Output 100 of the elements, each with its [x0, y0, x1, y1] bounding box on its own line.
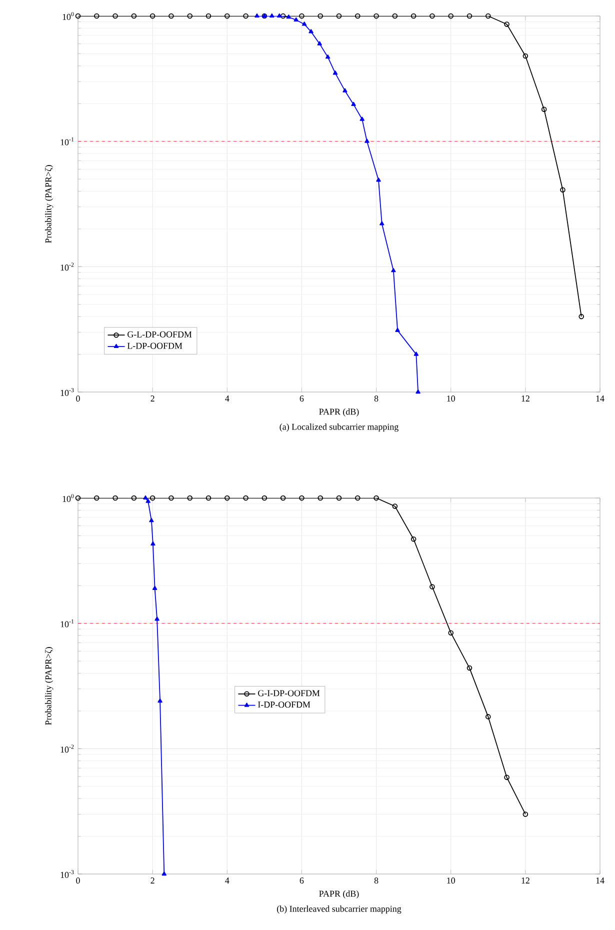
point [254, 13, 260, 18]
y-tick-label: 10$^{-3}$ [60, 870, 74, 878]
y-tick-label: 10$^{0}$ [62, 12, 74, 20]
point [150, 13, 156, 19]
point [162, 871, 166, 876]
point [168, 495, 174, 501]
point [187, 13, 192, 19]
point [280, 13, 286, 19]
point [560, 187, 566, 193]
point [414, 352, 419, 356]
x-tick-label: 14 [596, 878, 604, 884]
point [541, 106, 547, 112]
text: (a) Localized subcarrier mapping [280, 424, 398, 432]
point [430, 584, 435, 590]
point [317, 41, 322, 46]
point [152, 586, 158, 590]
x-tick-label: 2 [150, 396, 154, 402]
point [187, 495, 192, 501]
point [416, 389, 420, 394]
point [262, 495, 268, 501]
point [318, 495, 323, 501]
point [504, 22, 510, 27]
x-tick-label: 14 [596, 396, 604, 402]
point [280, 495, 286, 501]
x-tick-label: 0 [76, 878, 80, 884]
point [143, 495, 148, 500]
x-tick-label: 6 [300, 396, 304, 402]
point [150, 495, 156, 501]
y-axis-title: Probability (PAPR>ζ) [44, 647, 54, 725]
x-tick-label: 6 [300, 878, 304, 884]
point [395, 328, 400, 332]
point [131, 495, 137, 501]
y-tick-label: 10$^{0}$ [62, 494, 74, 502]
point [150, 541, 156, 546]
point [504, 774, 510, 780]
point [308, 29, 314, 34]
legend-label: L-DP-OOFDM [127, 342, 182, 349]
point [224, 13, 230, 19]
text: (b) Interleaved subcarrier mapping [277, 906, 402, 914]
point [391, 268, 396, 272]
point [94, 13, 100, 19]
point [355, 13, 360, 19]
point [112, 495, 118, 501]
point [168, 13, 174, 19]
point [206, 13, 212, 19]
point [94, 495, 100, 501]
point [522, 53, 528, 59]
x-tick-label: 12 [522, 878, 530, 884]
point [380, 221, 384, 226]
point [224, 495, 230, 501]
point [302, 22, 307, 26]
point [374, 13, 379, 19]
point [286, 14, 292, 19]
point [336, 13, 342, 19]
x-tick-label: 4 [225, 396, 230, 402]
x-tick-label: 10 [447, 878, 455, 884]
point [154, 616, 160, 621]
x-axis-title: PAPR (dB) [319, 408, 359, 417]
point [276, 13, 282, 18]
x-tick-label: 4 [225, 878, 230, 884]
legend-label: I-DP-OOFDM [258, 702, 310, 708]
point [318, 13, 323, 19]
point [351, 102, 356, 106]
point [448, 630, 454, 636]
legend-label: G-I-DP-OOFDM [258, 690, 320, 696]
point [486, 714, 491, 720]
point [299, 13, 304, 19]
point [332, 70, 338, 75]
point [448, 13, 454, 19]
point [294, 17, 298, 22]
point [131, 13, 137, 19]
y-tick-label: 10$^{-2}$ [60, 262, 74, 271]
y-tick-label: 10$^{-3}$ [60, 388, 74, 396]
legend-label: G-L-DP-OOFDM [128, 331, 192, 338]
x-tick-label: 10 [447, 396, 455, 402]
y-tick-label: 10$^{-1}$ [60, 137, 74, 146]
point [112, 13, 118, 19]
point [299, 495, 304, 501]
point [376, 178, 381, 182]
point [466, 13, 472, 19]
point [364, 138, 370, 143]
x-tick-label: 8 [374, 396, 378, 402]
point [466, 665, 472, 671]
point [243, 13, 248, 19]
point [392, 504, 398, 509]
point [342, 88, 348, 92]
point [410, 13, 416, 19]
point [392, 13, 398, 19]
point [486, 13, 491, 19]
x-tick-label: 8 [374, 878, 378, 884]
point [149, 518, 154, 522]
x-tick-label: 12 [522, 396, 530, 402]
point [430, 13, 435, 19]
x-tick-label: 0 [76, 396, 80, 402]
point [374, 495, 379, 501]
point [206, 495, 212, 501]
point [243, 495, 248, 501]
x-axis-title: PAPR (dB) [319, 890, 359, 899]
point [355, 495, 360, 501]
y-tick-label: 10$^{-2}$ [60, 744, 74, 753]
